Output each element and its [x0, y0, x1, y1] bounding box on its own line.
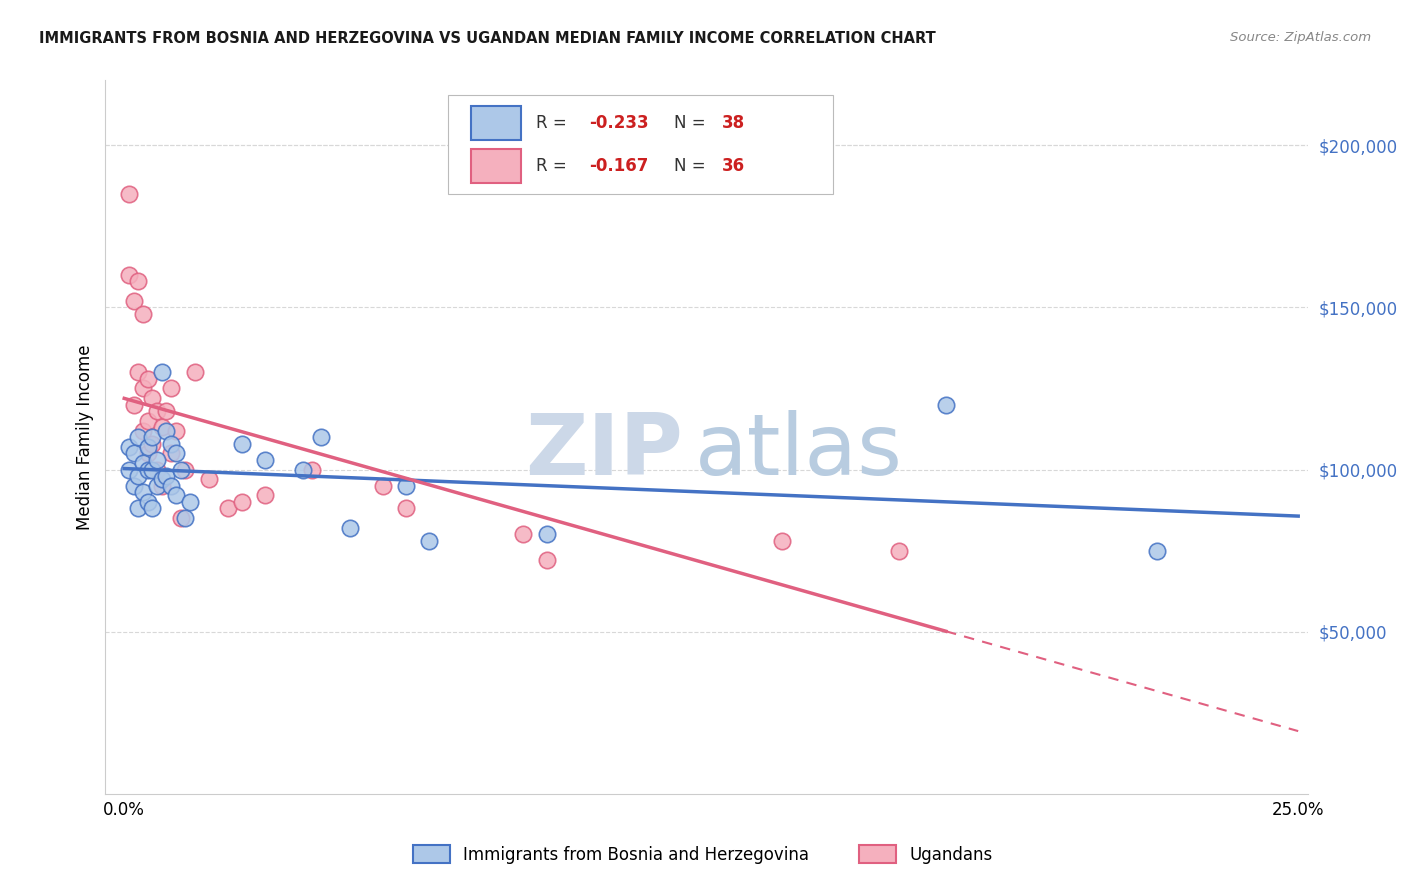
- Point: [132, 307, 155, 321]
- Text: Source: ZipAtlas.com: Source: ZipAtlas.com: [1230, 31, 1371, 45]
- Point: [536, 553, 558, 567]
- Point: [512, 527, 534, 541]
- Point: [160, 446, 183, 460]
- Point: [301, 462, 323, 476]
- FancyBboxPatch shape: [471, 106, 522, 140]
- Point: [122, 479, 145, 493]
- Text: N =: N =: [673, 157, 711, 175]
- Text: -0.233: -0.233: [589, 114, 648, 132]
- Point: [150, 420, 173, 434]
- Point: [118, 440, 141, 454]
- Point: [136, 462, 159, 476]
- Point: [935, 398, 957, 412]
- Point: [127, 365, 149, 379]
- Point: [122, 398, 145, 412]
- Point: [231, 436, 253, 450]
- Point: [136, 446, 159, 460]
- Point: [395, 501, 418, 516]
- Point: [118, 268, 141, 282]
- Point: [536, 527, 558, 541]
- Point: [155, 404, 177, 418]
- Point: [141, 430, 163, 444]
- Point: [150, 479, 173, 493]
- Text: R =: R =: [536, 114, 572, 132]
- Point: [231, 495, 253, 509]
- Text: IMMIGRANTS FROM BOSNIA AND HERZEGOVINA VS UGANDAN MEDIAN FAMILY INCOME CORRELATI: IMMIGRANTS FROM BOSNIA AND HERZEGOVINA V…: [39, 31, 936, 46]
- Point: [311, 430, 333, 444]
- Point: [118, 186, 141, 201]
- Point: [165, 424, 187, 438]
- Point: [118, 462, 141, 476]
- Text: -0.167: -0.167: [589, 157, 648, 175]
- Point: [160, 479, 183, 493]
- Point: [155, 424, 177, 438]
- Text: R =: R =: [536, 157, 572, 175]
- Point: [146, 404, 169, 418]
- Point: [371, 479, 394, 493]
- Point: [169, 462, 191, 476]
- Point: [339, 521, 361, 535]
- Point: [127, 501, 149, 516]
- Point: [141, 501, 163, 516]
- Point: [141, 391, 163, 405]
- Point: [165, 488, 187, 502]
- Y-axis label: Median Family Income: Median Family Income: [76, 344, 94, 530]
- Point: [132, 456, 155, 470]
- Point: [146, 452, 169, 467]
- Point: [887, 543, 910, 558]
- Point: [141, 462, 163, 476]
- Point: [136, 414, 159, 428]
- Point: [165, 446, 187, 460]
- Point: [132, 381, 155, 395]
- Point: [127, 274, 149, 288]
- Point: [254, 488, 277, 502]
- Text: 36: 36: [723, 157, 745, 175]
- Text: atlas: atlas: [695, 409, 903, 493]
- Point: [136, 495, 159, 509]
- Legend: Immigrants from Bosnia and Herzegovina, Ugandans: Immigrants from Bosnia and Herzegovina, …: [406, 838, 1000, 871]
- Point: [127, 469, 149, 483]
- Point: [169, 511, 191, 525]
- Point: [155, 469, 177, 483]
- Point: [174, 462, 197, 476]
- Point: [770, 533, 793, 548]
- Point: [122, 293, 145, 308]
- Point: [146, 479, 169, 493]
- Point: [197, 472, 219, 486]
- Text: ZIP: ZIP: [524, 409, 682, 493]
- Point: [291, 462, 314, 476]
- Point: [174, 511, 197, 525]
- FancyBboxPatch shape: [471, 149, 522, 183]
- Text: 38: 38: [723, 114, 745, 132]
- Point: [127, 430, 149, 444]
- Point: [183, 365, 205, 379]
- Point: [1146, 543, 1168, 558]
- Point: [179, 495, 201, 509]
- Point: [150, 365, 173, 379]
- Point: [217, 501, 239, 516]
- Point: [132, 485, 155, 500]
- Point: [122, 446, 145, 460]
- Point: [136, 440, 159, 454]
- Point: [395, 479, 418, 493]
- Point: [254, 452, 277, 467]
- Point: [160, 381, 183, 395]
- FancyBboxPatch shape: [449, 95, 832, 194]
- Point: [141, 436, 163, 450]
- Point: [146, 462, 169, 476]
- Text: N =: N =: [673, 114, 711, 132]
- Point: [160, 436, 183, 450]
- Point: [136, 372, 159, 386]
- Point: [418, 533, 440, 548]
- Point: [150, 472, 173, 486]
- Point: [132, 424, 155, 438]
